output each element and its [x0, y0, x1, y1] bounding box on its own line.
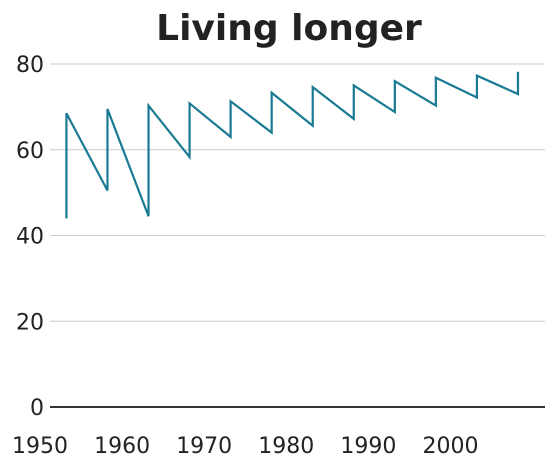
x-tick-label-1970: 1970: [176, 434, 232, 459]
gridlines: [50, 63, 545, 408]
y-tick-label-0: 0: [30, 396, 44, 421]
x-tick-label-2000: 2000: [423, 434, 479, 459]
x-axis-ticks: 1950 1960 1970 1980 1990 2000: [12, 434, 479, 459]
y-tick-label-20: 20: [16, 310, 44, 335]
x-tick-label-1950: 1950: [12, 434, 68, 459]
x-tick-label-1990: 1990: [340, 434, 396, 459]
y-axis-ticks: 0 20 40 60 80: [16, 53, 44, 421]
chart-title: Living longer: [156, 8, 422, 49]
y-tick-label-40: 40: [16, 225, 44, 250]
x-tick-label-1980: 1980: [258, 434, 314, 459]
y-tick-label-80: 80: [16, 53, 44, 78]
series-layer: [65, 71, 520, 219]
series-line-0: [65, 71, 520, 219]
y-tick-label-60: 60: [16, 139, 44, 164]
x-tick-label-1960: 1960: [94, 434, 150, 459]
